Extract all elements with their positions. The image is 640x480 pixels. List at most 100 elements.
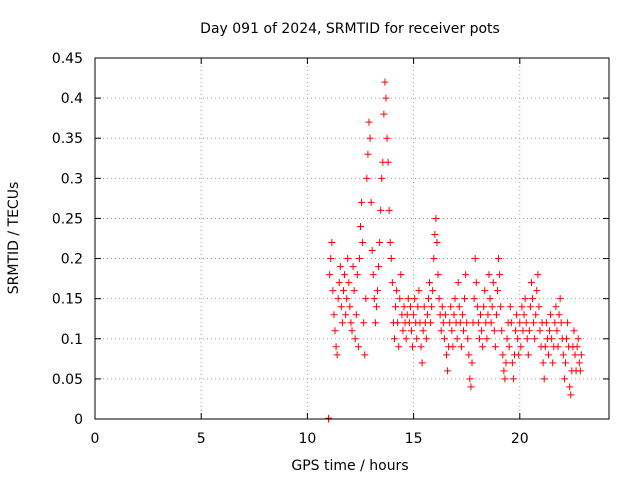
data-point	[423, 311, 431, 319]
data-point	[395, 343, 403, 351]
data-point	[499, 351, 507, 359]
data-point	[524, 351, 532, 359]
data-point	[400, 303, 408, 311]
data-point	[451, 295, 459, 303]
data-point	[381, 78, 389, 86]
data-point	[373, 287, 381, 295]
data-point	[355, 255, 363, 263]
data-point	[376, 239, 384, 247]
data-point	[495, 255, 503, 263]
data-point	[505, 343, 513, 351]
data-point	[364, 150, 372, 158]
data-point	[434, 271, 442, 279]
data-point	[449, 343, 457, 351]
data-point	[443, 351, 451, 359]
data-point	[448, 327, 456, 335]
data-point	[430, 255, 438, 263]
data-point	[410, 311, 418, 319]
data-point	[392, 303, 400, 311]
data-point	[563, 335, 571, 343]
data-point	[406, 303, 414, 311]
data-point	[402, 335, 410, 343]
data-marks	[325, 78, 585, 423]
data-point	[522, 319, 530, 327]
data-point	[417, 343, 425, 351]
data-point	[520, 311, 528, 319]
data-point	[435, 295, 443, 303]
data-point	[415, 287, 423, 295]
data-point	[475, 335, 483, 343]
data-point	[485, 271, 493, 279]
x-tick-label: 20	[511, 431, 529, 447]
data-point	[388, 279, 396, 287]
data-point	[396, 295, 404, 303]
data-point	[420, 303, 428, 311]
data-point	[477, 311, 484, 319]
data-point	[330, 311, 338, 319]
data-point	[385, 206, 393, 214]
data-point	[492, 311, 500, 319]
data-point	[478, 327, 486, 335]
data-point	[463, 319, 471, 327]
data-point	[517, 343, 525, 351]
y-tick-label: 0.05	[52, 372, 83, 388]
chart-title: Day 091 of 2024, SRMTID for receiver pot…	[200, 21, 500, 37]
data-point	[521, 295, 529, 303]
data-point	[502, 359, 510, 367]
data-point	[411, 295, 419, 303]
data-point	[530, 319, 538, 327]
data-point	[358, 198, 366, 206]
data-point	[450, 311, 458, 319]
data-point	[372, 303, 380, 311]
data-point	[508, 359, 516, 367]
data-point	[431, 230, 439, 238]
data-point	[440, 335, 448, 343]
data-point	[573, 343, 581, 351]
data-point	[460, 327, 468, 335]
y-tick-label: 0.35	[52, 131, 83, 147]
data-point	[509, 375, 517, 383]
data-point	[366, 134, 374, 142]
data-point	[571, 351, 579, 359]
data-point	[331, 327, 339, 335]
data-point	[368, 247, 376, 255]
data-point	[347, 319, 355, 327]
data-point	[554, 343, 562, 351]
data-point	[359, 239, 367, 247]
data-point	[326, 271, 334, 279]
data-point	[461, 295, 469, 303]
data-point	[513, 311, 521, 319]
axis-ticks: 0 0.05 0.1 0.15 0.2 0.25 0.3 0.35 0.4 0.45 0 5 10 15 2…	[52, 51, 609, 447]
data-point	[515, 351, 523, 359]
data-point	[575, 359, 583, 367]
grid	[95, 58, 609, 419]
data-point	[556, 295, 564, 303]
data-point	[338, 319, 346, 327]
data-point	[386, 239, 394, 247]
data-point	[336, 263, 344, 271]
data-point	[567, 391, 575, 399]
data-point	[414, 303, 422, 311]
data-point	[557, 319, 565, 327]
data-point	[340, 287, 348, 295]
data-point	[576, 367, 584, 375]
data-point	[439, 319, 447, 327]
data-point	[360, 319, 368, 327]
data-point	[527, 279, 535, 287]
data-point	[441, 311, 449, 319]
y-tick-label: 0.45	[52, 51, 83, 67]
data-point	[454, 279, 462, 287]
data-point	[539, 359, 547, 367]
data-point	[487, 319, 495, 327]
data-point	[403, 311, 411, 319]
data-point	[512, 327, 520, 335]
data-point	[427, 319, 435, 327]
data-point	[574, 335, 582, 343]
data-point	[335, 279, 343, 287]
data-point	[534, 271, 542, 279]
data-point	[456, 319, 464, 327]
data-point	[453, 335, 461, 343]
data-point	[496, 271, 504, 279]
data-point	[426, 279, 434, 287]
